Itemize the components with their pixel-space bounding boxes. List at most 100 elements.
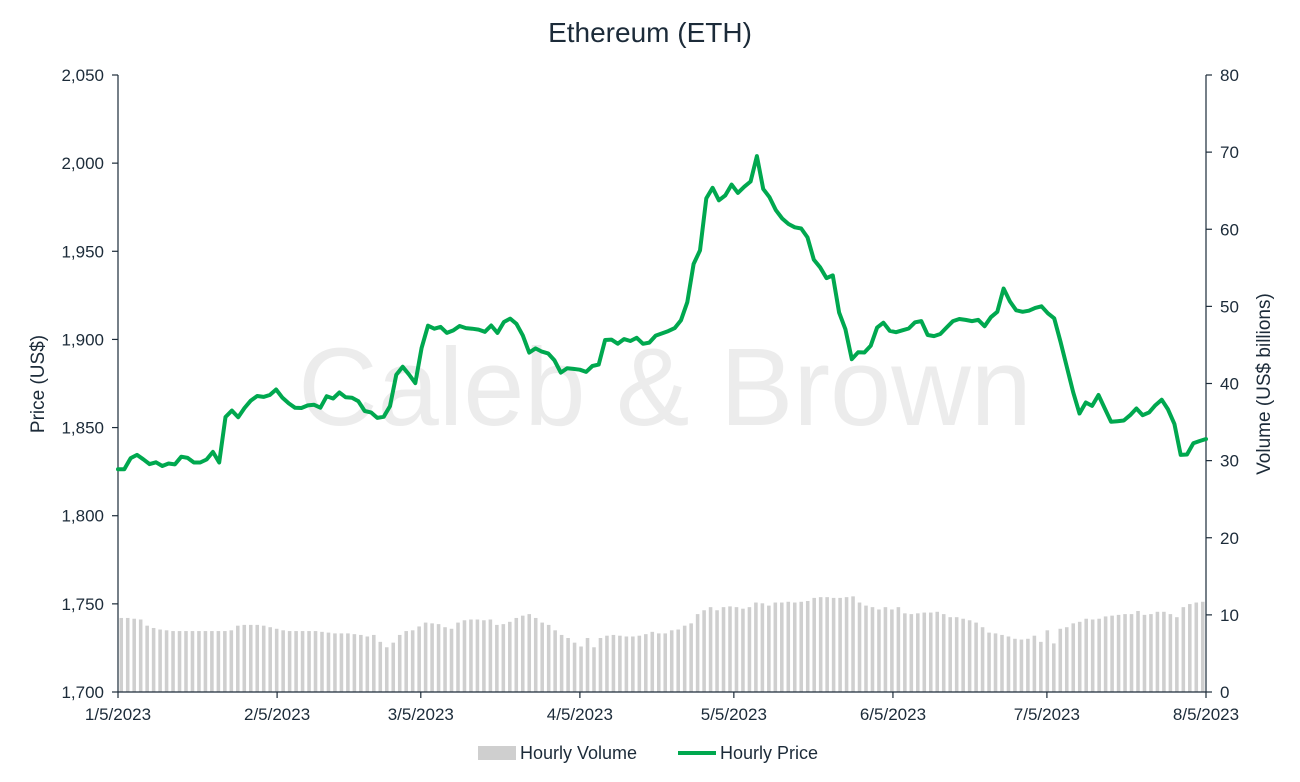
x-tick-label: 6/5/2023	[860, 705, 926, 724]
volume-bar	[585, 638, 590, 692]
y2-tick-label: 40	[1220, 375, 1239, 394]
volume-bar	[417, 626, 421, 692]
volume-bar	[695, 614, 700, 692]
volume-bar	[1181, 607, 1186, 692]
volume-bar	[1162, 611, 1166, 692]
volume-bar	[333, 633, 337, 692]
volume-bar	[773, 602, 778, 692]
volume-bar	[346, 633, 350, 692]
volume-bar	[495, 624, 499, 692]
volume-bar	[449, 628, 454, 692]
volume-bar	[456, 622, 460, 692]
volume-bar	[1116, 614, 1121, 692]
volume-bar	[864, 605, 868, 692]
volume-bar	[171, 631, 175, 692]
volume-bar	[1168, 614, 1173, 692]
volume-bar	[223, 631, 227, 692]
volume-bar	[287, 631, 292, 692]
volume-bar	[164, 630, 169, 692]
left-axis-ticks: 1,700 1,750 1,800 1,850 1,900 1,950 2,000 2,050	[61, 66, 118, 702]
volume-bar	[1084, 618, 1088, 692]
y-axis-title: Price (US$)	[28, 335, 49, 433]
volume-bar	[941, 614, 946, 692]
volume-bar	[1123, 614, 1127, 692]
y2-tick-label: 0	[1220, 683, 1229, 702]
volume-bar	[339, 633, 344, 692]
volume-bar	[883, 607, 888, 692]
volume-bar	[300, 631, 305, 692]
volume-bar	[443, 627, 447, 692]
volume-bar	[611, 634, 616, 692]
volume-bar	[592, 647, 596, 692]
volume-bar	[138, 619, 143, 692]
volume-bar	[378, 641, 383, 692]
volume-bar	[482, 620, 486, 692]
legend: Hourly Volume Hourly Price	[478, 743, 818, 763]
volume-bar	[870, 607, 875, 692]
volume-bar	[734, 607, 739, 692]
volume-bar	[877, 609, 881, 692]
volume-bar	[903, 613, 907, 692]
volume-bar	[125, 617, 130, 692]
y-tick-label: 1,950	[61, 242, 104, 261]
y2-tick-label: 80	[1220, 66, 1239, 85]
volume-bar	[1175, 617, 1179, 692]
volume-bar	[980, 627, 985, 692]
volume-bar	[656, 633, 661, 692]
volume-bar	[948, 617, 952, 692]
volume-bar	[987, 632, 991, 692]
volume-bar	[436, 624, 441, 692]
volume-bar	[715, 610, 719, 692]
volume-bar	[961, 618, 965, 692]
volume-bar	[844, 597, 849, 692]
volume-bar	[1039, 641, 1043, 692]
y2-tick-label: 20	[1220, 529, 1239, 548]
volume-bar	[637, 635, 642, 692]
volume-bar	[462, 620, 467, 692]
volume-bar	[274, 628, 279, 692]
volume-bar	[928, 612, 933, 692]
volume-bar	[1136, 611, 1140, 692]
volume-bar	[890, 609, 894, 692]
volume-bar	[631, 636, 635, 692]
volume-bar	[721, 607, 726, 692]
volume-bar	[384, 647, 389, 692]
volume-bar	[605, 635, 609, 692]
volume-bar	[1103, 616, 1108, 692]
volume-bar	[546, 624, 551, 692]
volume-bar	[974, 622, 978, 692]
volume-bar	[1194, 602, 1199, 692]
volume-bar	[197, 631, 201, 692]
volume-bar	[501, 624, 506, 692]
volume-bar	[184, 631, 188, 692]
volume-bar	[397, 634, 402, 692]
volume-bar	[1058, 628, 1063, 692]
volume-bar	[799, 601, 804, 692]
x-tick-label: 3/5/2023	[388, 705, 454, 724]
volume-bar	[708, 607, 713, 692]
volume-bar	[1129, 614, 1134, 692]
volume-bar	[559, 634, 564, 692]
volume-bar	[922, 612, 927, 692]
volume-bar	[786, 601, 791, 692]
volume-bar	[1026, 638, 1030, 692]
volume-bar	[812, 597, 816, 692]
volume-bar	[514, 617, 519, 692]
y2-tick-label: 60	[1220, 220, 1239, 239]
volume-bar	[805, 600, 810, 692]
volume-bar	[553, 630, 557, 692]
volume-bar	[818, 597, 823, 692]
volume-bar	[780, 602, 784, 692]
volume-bar	[767, 605, 771, 692]
volume-bar	[533, 617, 538, 692]
x-tick-label: 5/5/2023	[701, 705, 767, 724]
legend-label-hourly-volume: Hourly Volume	[520, 743, 637, 763]
volume-bar	[248, 624, 253, 692]
y-tick-label: 1,750	[61, 595, 104, 614]
volume-bar	[520, 615, 525, 692]
volume-bar	[242, 624, 247, 692]
volume-bar	[281, 630, 285, 692]
volume-bar	[190, 631, 195, 692]
volume-bar	[132, 618, 136, 692]
volume-bar	[359, 634, 363, 692]
